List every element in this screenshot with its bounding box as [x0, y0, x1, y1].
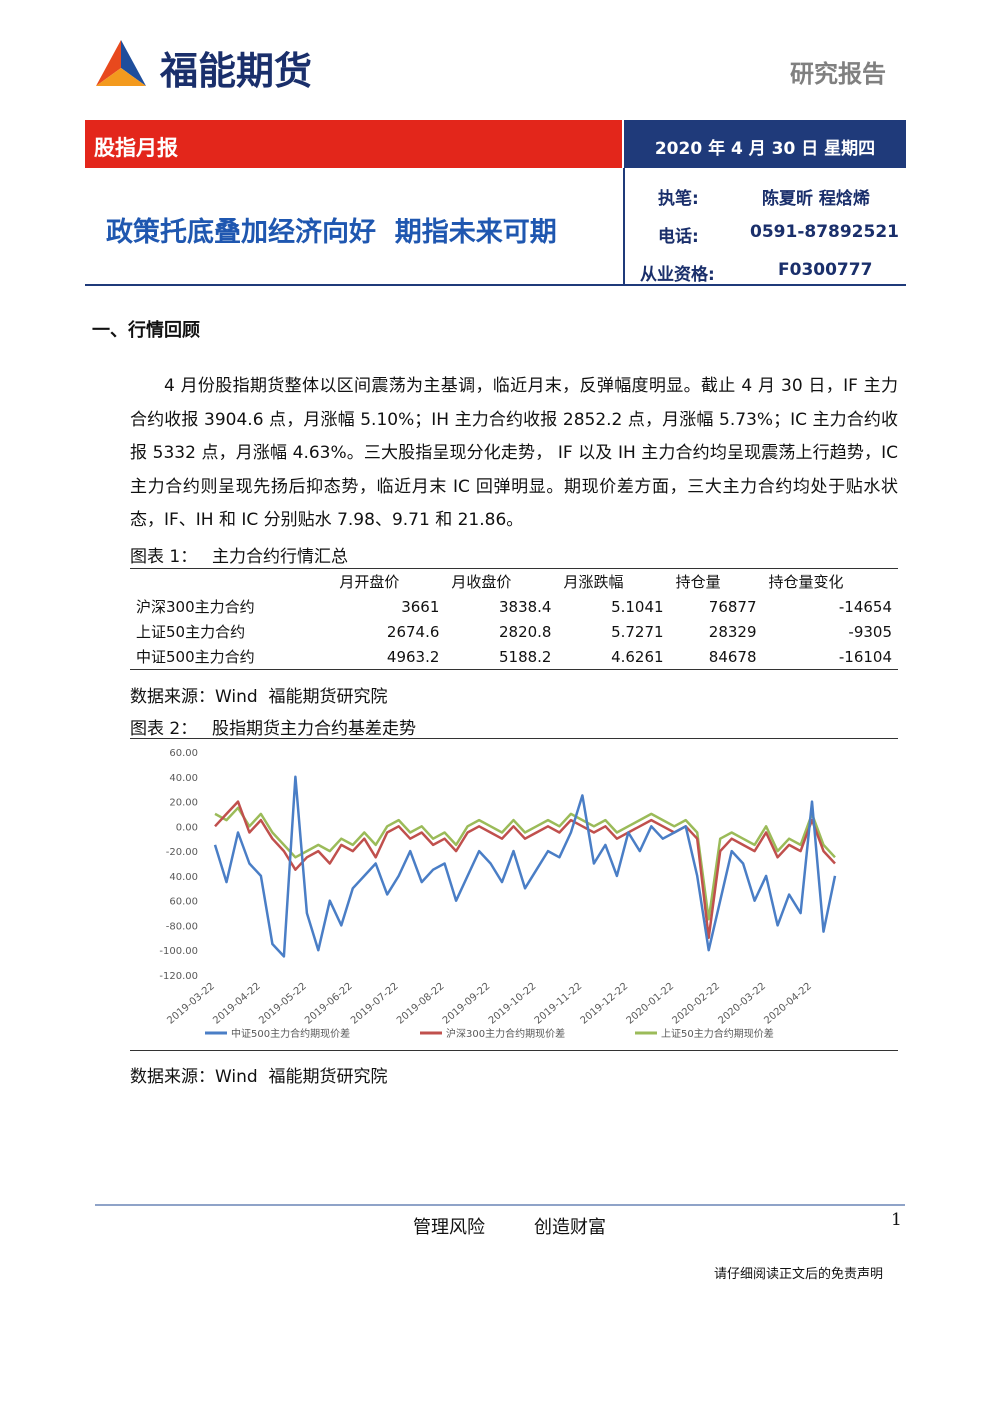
date: 2020 年 4 月 30 日 星期四	[654, 139, 876, 159]
x-tick-label: 2019-06-22	[303, 981, 355, 1027]
section-heading: 一、行情回顾	[92, 320, 200, 341]
date-box	[624, 120, 906, 168]
company-name: 福能期货	[160, 49, 313, 93]
table-row: 中证500主力合约 4963.2 5188.2 4.6261 84678 -16104	[130, 644, 898, 670]
divider	[623, 168, 625, 285]
x-tick-label: 2020-03-22	[716, 981, 768, 1027]
table-cell: 4963.2	[386, 647, 440, 666]
report-type: 研究报告	[790, 60, 886, 88]
x-tick-label: 2019-05-22	[257, 981, 309, 1027]
chart: 60.00 40.00 20.00 0.00 -20.00 40.00 60.00 -80.0…	[159, 748, 837, 1040]
header-cell: 月涨跌幅	[563, 573, 624, 591]
table-cell: 3661	[401, 597, 440, 616]
x-tick-label: 2020-01-22	[625, 981, 677, 1027]
table-cell: -14654	[838, 597, 892, 616]
summary-table: 月开盘价 月收盘价 月涨跌幅 持仓量 持仓量变化沪深300主力合约 3661 3838.4 5…	[130, 568, 898, 670]
y-tick-label: 20.00	[169, 798, 198, 809]
slogan: 创造财富	[534, 1217, 606, 1238]
data-line	[214, 800, 836, 940]
y-tick-label: 40.00	[169, 872, 198, 883]
disclaimer: 请仔细阅读正文后的免责声明	[714, 1267, 884, 1282]
category-bar	[85, 120, 622, 168]
table-cell: 28329	[708, 622, 757, 641]
x-tick-label: 2020-02-22	[671, 981, 723, 1027]
category: 股指月报	[94, 136, 178, 160]
legend-label: 中证500主力合约期现价差	[231, 1027, 350, 1040]
caption-label: 图表 2：	[130, 719, 198, 739]
table-cell: 2674.6	[386, 622, 440, 641]
y-tick-label: -120.00	[159, 971, 198, 982]
y-tick-label: 60.00	[169, 748, 198, 759]
divider	[85, 284, 906, 286]
x-tick-label: 2019-08-22	[395, 981, 447, 1027]
data-line	[213, 775, 837, 958]
license-label: 从业资格:	[640, 265, 715, 285]
source: 数据来源：Wind 福能期货研究院	[130, 1067, 388, 1087]
table-cell: -16104	[838, 647, 892, 666]
table-cell: 2820.8	[498, 622, 552, 641]
header-cell: 月收盘价	[451, 573, 512, 591]
caption-title: 主力合约行情汇总	[212, 547, 348, 567]
table-cell: 76877	[708, 597, 757, 616]
x-tick-label: 2019-03-22	[165, 981, 217, 1027]
x-tick-label: 2019-04-22	[211, 981, 263, 1027]
paragraph: 4 月份股指期货整体以区间震荡为主基调，临近月末，反弹幅度明显。截止 4 月 3…	[130, 376, 898, 530]
table-cell: 上证50主力合约	[136, 623, 246, 641]
table-cell: 5.1041	[611, 597, 664, 616]
footer-rule	[95, 1204, 905, 1206]
y-tick-label: -100.00	[159, 946, 198, 957]
x-tick-label: 2019-11-22	[533, 981, 585, 1027]
caption-label: 图表 1：	[130, 547, 198, 567]
table-row: 沪深300主力合约 3661 3838.4 5.1041 76877 -14654	[130, 594, 898, 619]
x-tick-label: 2019-10-22	[487, 981, 539, 1027]
x-tick-label: 2019-12-22	[579, 981, 631, 1027]
table-cell: 中证500主力合约	[136, 648, 255, 666]
rule	[130, 738, 898, 739]
legend-label: 上证50主力合约期现价差	[661, 1027, 774, 1040]
table-cell: 3838.4	[498, 597, 552, 616]
x-tick-label: 2020-04-22	[762, 981, 814, 1027]
y-tick-label: -20.00	[166, 847, 198, 858]
table-cell: -9305	[848, 622, 892, 641]
legend-label: 沪深300主力合约期现价差	[446, 1027, 565, 1040]
y-tick-label: 40.00	[169, 773, 198, 784]
table-cell: 5.7271	[611, 622, 664, 641]
caption-title: 股指期货主力合约基差走势	[212, 719, 416, 739]
header-cell: 持仓量变化	[768, 573, 844, 591]
header-cell	[130, 569, 333, 595]
table-cell: 5188.2	[498, 647, 552, 666]
page-number: 1	[891, 1210, 902, 1230]
x-tick-label: 2019-07-22	[349, 981, 401, 1027]
y-tick-label: 0.00	[176, 822, 198, 833]
header-cell: 月开盘价	[339, 573, 400, 591]
header-cell: 持仓量	[675, 573, 721, 591]
rule	[130, 1050, 898, 1051]
report-title: 政策托底叠加经济向好 期指未来可期	[106, 217, 557, 248]
table-cell: 沪深300主力合约	[136, 598, 255, 616]
data-line	[214, 806, 836, 921]
source: 数据来源：Wind 福能期货研究院	[130, 687, 388, 707]
y-tick-label: -80.00	[166, 921, 198, 932]
table-row: 上证50主力合约 2674.6 2820.8 5.7271 28329 -9305	[130, 619, 898, 644]
license: F0300777	[778, 260, 873, 280]
authors: 陈夏昕 程焓烯	[762, 189, 870, 209]
slogan: 管理风险	[413, 1217, 485, 1238]
phone-label: 电话:	[658, 227, 699, 247]
phone: 0591-87892521	[750, 222, 899, 242]
logo-icon	[96, 40, 146, 86]
table-cell: 4.6261	[611, 647, 664, 666]
authors-label: 执笔:	[658, 189, 699, 209]
x-tick-label: 2019-09-22	[441, 981, 493, 1027]
header-row: 月开盘价 月收盘价 月涨跌幅 持仓量 持仓量变化	[130, 569, 898, 595]
y-tick-label: 60.00	[169, 897, 198, 908]
table-cell: 84678	[708, 647, 757, 666]
